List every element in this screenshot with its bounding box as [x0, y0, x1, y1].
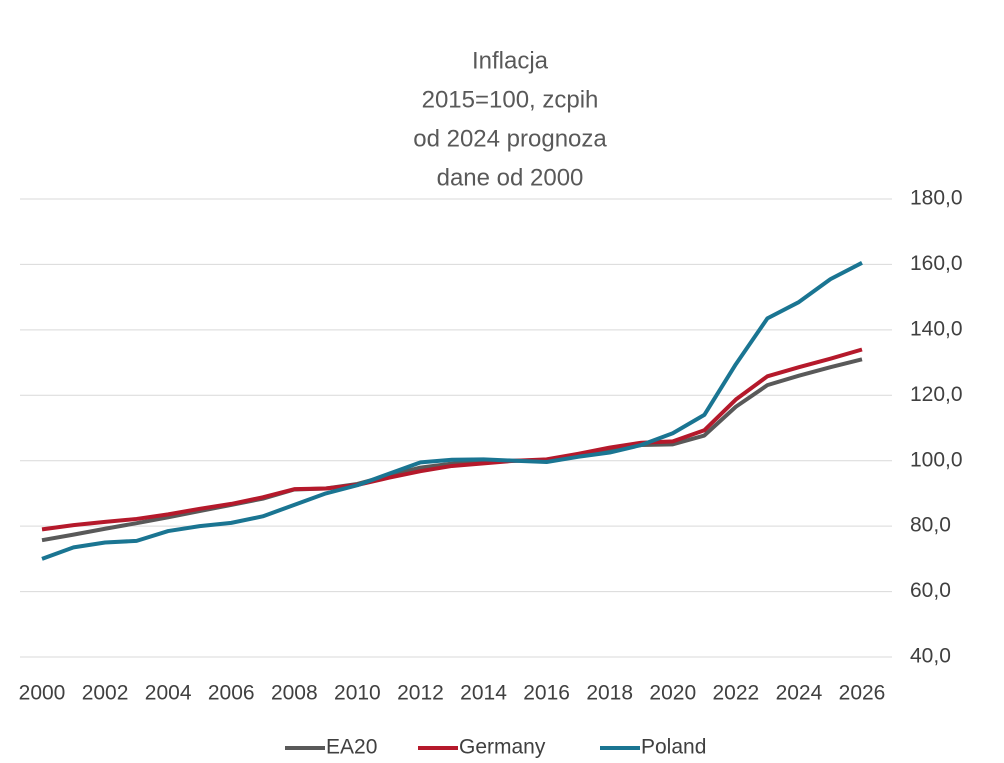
y-tick-label: 120,0 — [910, 383, 963, 406]
y-tick-label: 160,0 — [910, 252, 963, 275]
line-series — [41, 357, 863, 543]
x-tick-label: 2012 — [397, 682, 444, 705]
x-tick-label: 2022 — [712, 682, 759, 705]
y-tick-label: 40,0 — [910, 645, 951, 668]
x-tick-label: 2014 — [460, 682, 507, 705]
x-tick-label: 2010 — [334, 682, 381, 705]
x-tick-label: 2008 — [271, 682, 318, 705]
x-tick-label: 2016 — [523, 682, 570, 705]
x-tick-label: 2024 — [776, 682, 823, 705]
x-tick-label: 2004 — [145, 682, 192, 705]
chart-subtitle: od 2024 prognoza — [413, 125, 607, 152]
legend-label: EA20 — [326, 736, 377, 759]
chart-subtitle: dane od 2000 — [437, 164, 584, 191]
x-tick-label: 2026 — [839, 682, 886, 705]
x-tick-label: 2000 — [19, 682, 66, 705]
x-tick-label: 2018 — [586, 682, 633, 705]
line-series — [41, 261, 863, 561]
y-tick-label: 140,0 — [910, 317, 963, 340]
chart-title: Inflacja — [472, 47, 549, 74]
y-tick-label: 60,0 — [910, 579, 951, 602]
y-tick-label: 180,0 — [910, 187, 963, 210]
chart-subtitle: 2015=100, zcpih — [422, 86, 599, 113]
y-tick-label: 100,0 — [910, 448, 963, 471]
line-series — [41, 347, 863, 532]
y-tick-label: 80,0 — [910, 514, 951, 537]
legend-label: Germany — [459, 736, 546, 759]
legend-label: Poland — [641, 736, 706, 759]
x-tick-label: 2020 — [649, 682, 696, 705]
x-tick-label: 2006 — [208, 682, 255, 705]
x-tick-label: 2002 — [82, 682, 129, 705]
